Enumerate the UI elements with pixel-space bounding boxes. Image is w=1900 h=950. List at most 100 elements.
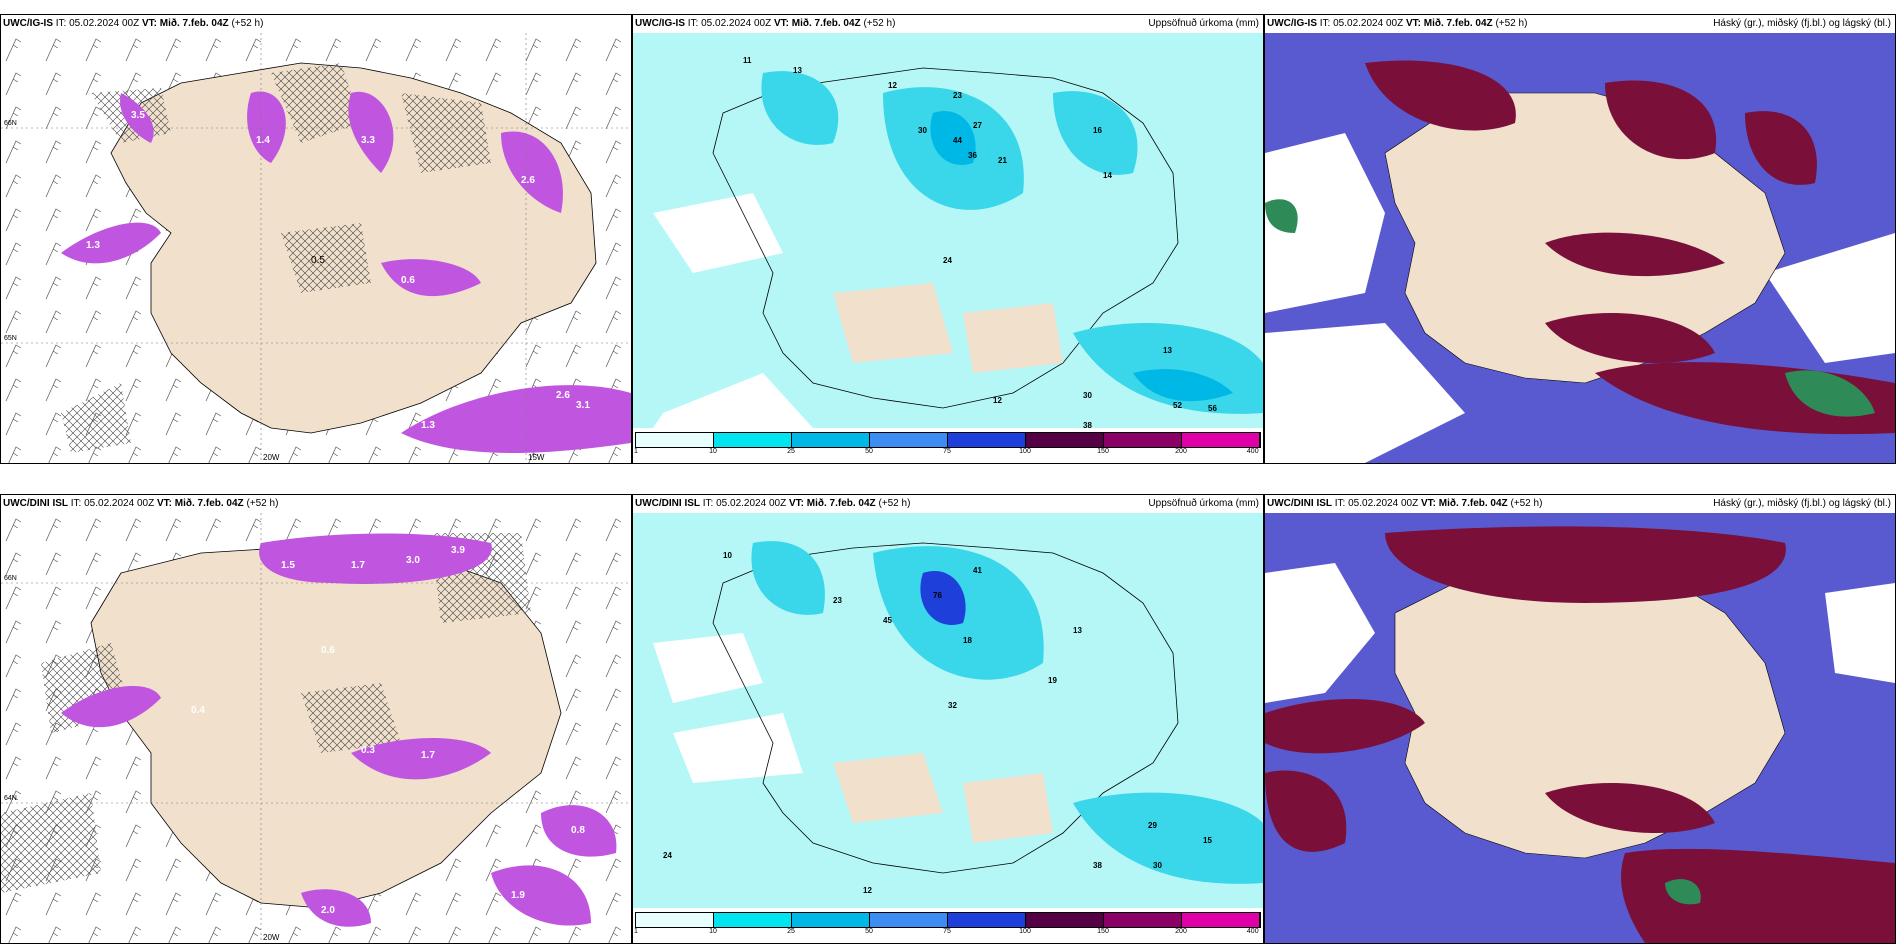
lon-label: 15W bbox=[528, 453, 545, 462]
precip-map: 11 13 12 23 30 44 27 36 21 14 16 24 13 1… bbox=[633, 33, 1263, 428]
value-label: 1.5 bbox=[281, 560, 295, 571]
vt-value: Mið. 7.feb. 04Z bbox=[159, 18, 229, 29]
cloud-map bbox=[1265, 513, 1895, 943]
value-label: 24 bbox=[943, 256, 952, 265]
value-label: 2.6 bbox=[556, 390, 570, 401]
value-label: 12 bbox=[863, 886, 872, 895]
lead-time: (+52 h) bbox=[231, 18, 264, 29]
it-value: 05.02.2024 00Z bbox=[84, 498, 155, 509]
lat-label: 66N bbox=[4, 575, 17, 582]
colorbar-segment bbox=[1026, 433, 1104, 447]
value-label: 32 bbox=[948, 701, 957, 710]
value-label: 3.0 bbox=[406, 555, 420, 566]
value-label: 2.6 bbox=[521, 175, 535, 186]
value-label: 30 bbox=[1083, 391, 1092, 400]
value-label: 23 bbox=[953, 91, 962, 100]
precip-colorbar bbox=[635, 912, 1261, 928]
value-label: 38 bbox=[1093, 861, 1102, 870]
it-label: IT: bbox=[70, 498, 82, 509]
value-label: 3.3 bbox=[361, 135, 375, 146]
value-label: 3.1 bbox=[576, 400, 590, 411]
vt-value: Mið. 7.feb. 04Z bbox=[1423, 18, 1493, 29]
tick-label: 400 bbox=[1246, 928, 1259, 935]
value-label: 56 bbox=[1208, 404, 1217, 413]
value-label: 29 bbox=[1148, 821, 1157, 830]
value-label: 0.8 bbox=[571, 825, 585, 836]
value-label: 0.6 bbox=[401, 275, 415, 286]
value-label: 45 bbox=[883, 616, 892, 625]
panel-precip-top: UWC/IG-IS IT: 05.02.2024 00Z VT: Mið. 7.… bbox=[632, 14, 1264, 464]
lead-time: (+52 h) bbox=[246, 498, 279, 509]
vt-label: VT: bbox=[141, 18, 157, 29]
value-label: 19 bbox=[1048, 676, 1057, 685]
it-value: 05.02.2024 00Z bbox=[701, 18, 772, 29]
vt-label: VT: bbox=[1405, 18, 1421, 29]
it-label: IT: bbox=[55, 18, 67, 29]
tick-label: 100 bbox=[1019, 448, 1031, 455]
value-label: 0.5 bbox=[311, 255, 325, 266]
lead-time: (+52 h) bbox=[878, 498, 911, 509]
value-label: 1.4 bbox=[256, 135, 270, 146]
tick-label: 400 bbox=[1246, 448, 1259, 455]
colorbar-segment bbox=[1182, 433, 1260, 447]
it-label: IT: bbox=[1334, 498, 1346, 509]
colorbar-segment bbox=[714, 433, 792, 447]
value-label: 0.3 bbox=[361, 745, 375, 756]
value-label: 44 bbox=[953, 136, 962, 145]
value-label: 12 bbox=[888, 81, 897, 90]
lead-time: (+52 h) bbox=[1495, 18, 1528, 29]
lon-label: 20W bbox=[263, 933, 280, 942]
tick-label: 10 bbox=[709, 448, 717, 455]
value-label: 3.9 bbox=[451, 545, 465, 556]
panel-header: UWC/IG-IS IT: 05.02.2024 00Z VT: Mið. 7.… bbox=[1267, 17, 1891, 31]
panel-header: UWC/DINI ISL IT: 05.02.2024 00Z VT: Mið.… bbox=[635, 497, 1259, 511]
value-label: 1.9 bbox=[511, 890, 525, 901]
cloud-title: Háský (gr.), miðský (fj.bl.) og lágský (… bbox=[1713, 18, 1891, 29]
tick-label: 25 bbox=[787, 928, 795, 935]
panel-precip-bottom: UWC/DINI ISL IT: 05.02.2024 00Z VT: Mið.… bbox=[632, 494, 1264, 944]
colorbar-segment bbox=[636, 433, 714, 447]
panel-icing-bottom: UWC/DINI ISL IT: 05.02.2024 00Z VT: Mið.… bbox=[0, 494, 632, 944]
icing-map: 20W 66N 64N 1.5 1.7 3.0 3.9 0.6 0.4 0.3 … bbox=[1, 513, 631, 943]
tick-label: 100 bbox=[1019, 928, 1031, 935]
value-label: 1.3 bbox=[86, 240, 100, 251]
model-name: UWC/IG-IS bbox=[635, 18, 685, 29]
value-label: 24 bbox=[663, 851, 672, 860]
tick-label: 150 bbox=[1097, 928, 1109, 935]
value-label: 30 bbox=[918, 126, 927, 135]
vt-value: Mið. 7.feb. 04Z bbox=[791, 18, 861, 29]
tick-label: 25 bbox=[787, 448, 795, 455]
precip-colorbar bbox=[635, 432, 1261, 448]
lat-label: 65N bbox=[4, 335, 17, 342]
value-label: 23 bbox=[833, 596, 842, 605]
vt-label: VT: bbox=[156, 498, 172, 509]
value-label: 1.7 bbox=[351, 560, 365, 571]
vt-label: VT: bbox=[788, 498, 804, 509]
lon-label: 20W bbox=[263, 453, 280, 462]
colorbar-segment bbox=[636, 913, 714, 927]
it-label: IT: bbox=[702, 498, 714, 509]
tick-label: 150 bbox=[1097, 448, 1109, 455]
precip-title: Uppsöfnuð úrkoma (mm) bbox=[1148, 498, 1259, 509]
colorbar-segment bbox=[1026, 913, 1104, 927]
colorbar-segment bbox=[948, 913, 1026, 927]
panel-header: UWC/DINI ISL IT: 05.02.2024 00Z VT: Mið.… bbox=[3, 497, 627, 511]
vt-value: Mið. 7.feb. 04Z bbox=[806, 498, 876, 509]
vt-label: VT: bbox=[773, 18, 789, 29]
tick-label: 1 bbox=[634, 448, 638, 455]
value-label: 41 bbox=[973, 566, 982, 575]
value-label: 52 bbox=[1173, 401, 1182, 410]
colorbar-segment bbox=[870, 433, 948, 447]
value-label: 12 bbox=[993, 396, 1002, 405]
it-value: 05.02.2024 00Z bbox=[1348, 498, 1419, 509]
panel-cloud-top: UWC/IG-IS IT: 05.02.2024 00Z VT: Mið. 7.… bbox=[1264, 14, 1896, 464]
it-value: 05.02.2024 00Z bbox=[1333, 18, 1404, 29]
it-value: 05.02.2024 00Z bbox=[69, 18, 140, 29]
panel-cloud-bottom: UWC/DINI ISL IT: 05.02.2024 00Z VT: Mið.… bbox=[1264, 494, 1896, 944]
panel-icing-top: UWC/IG-IS IT: 05.02.2024 00Z VT: Mið. 7.… bbox=[0, 14, 632, 464]
tick-label: 50 bbox=[865, 928, 873, 935]
vt-value: Mið. 7.feb. 04Z bbox=[1438, 498, 1508, 509]
tick-label: 50 bbox=[865, 448, 873, 455]
colorbar-segment bbox=[714, 913, 792, 927]
value-label: 14 bbox=[1103, 171, 1112, 180]
